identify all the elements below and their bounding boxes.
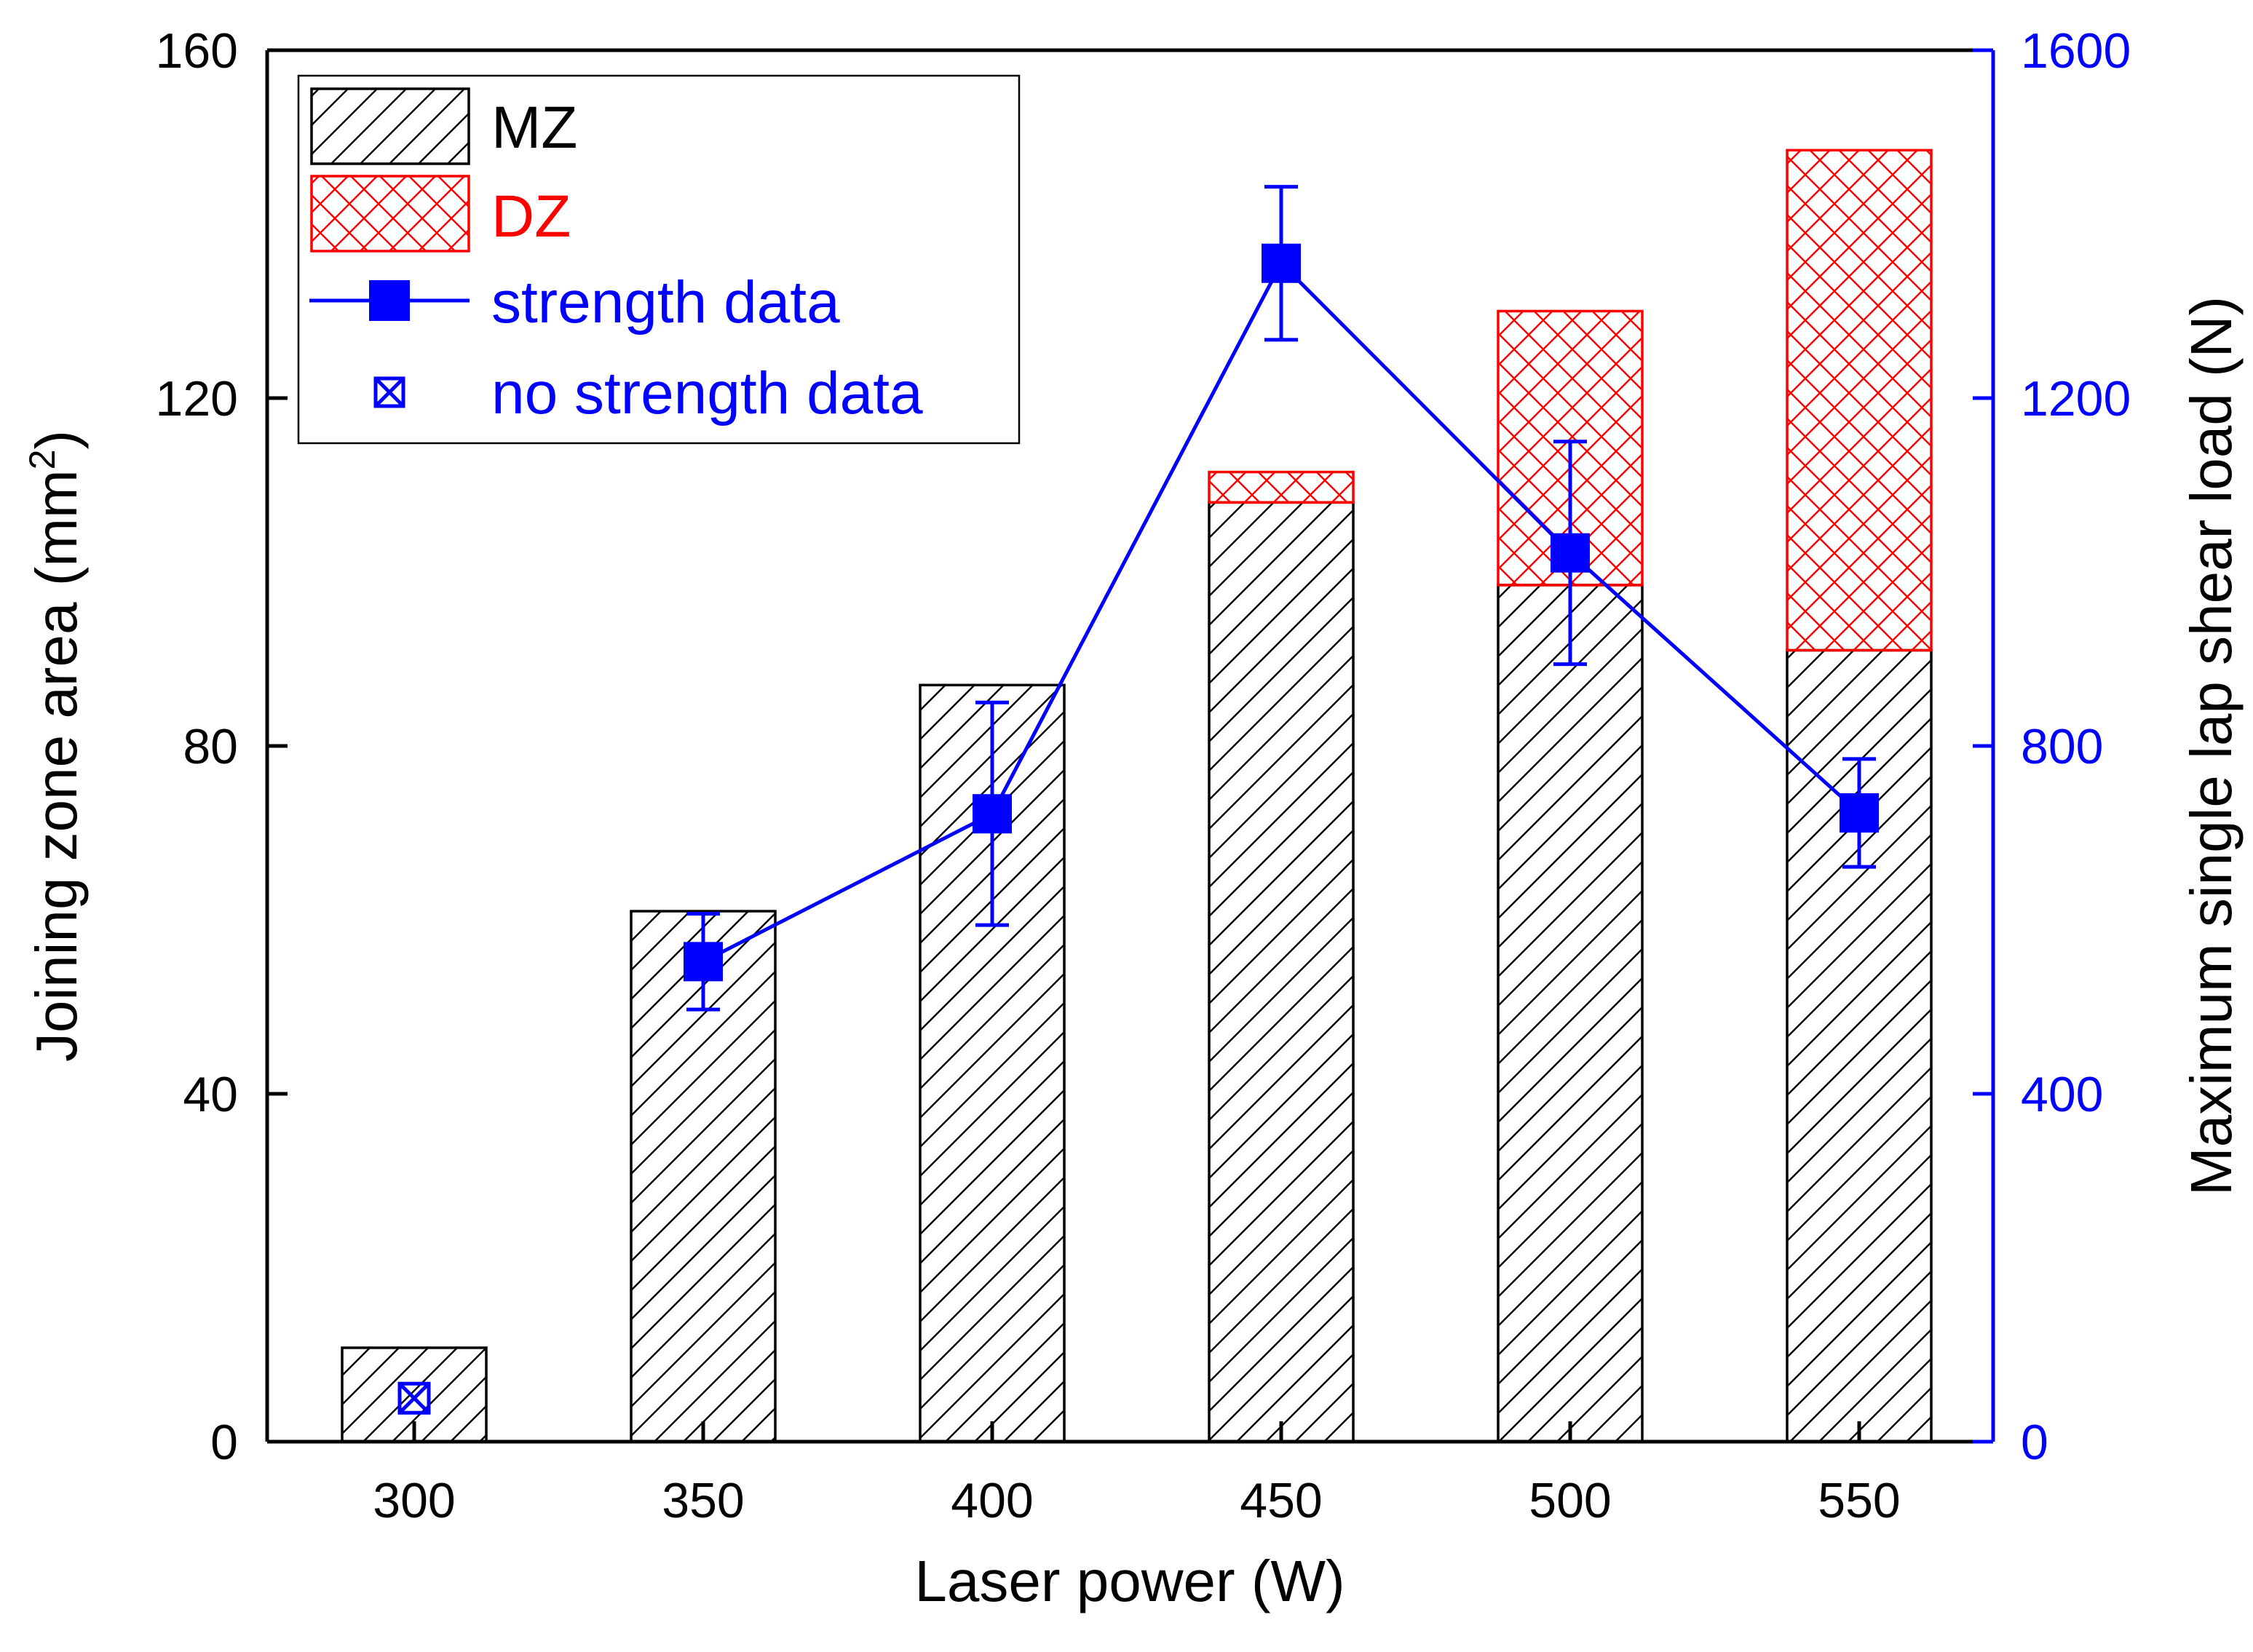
y-right-tick-label-800: 800 [2021,719,2103,774]
y-right-axis-title: Maximum single lap shear load (N) [2179,296,2244,1196]
strength-marker-450 [1262,243,1301,283]
x-tick-label-500: 500 [1529,1473,1611,1528]
no-strength-marker-cross2-300 [398,1382,430,1415]
bar-dz-550 [1786,148,1933,652]
bar-mz-500 [1497,584,1644,1443]
legend-marker-no-strength-cross2 [374,377,405,408]
legend: MZ DZ strength data no strength data [297,74,1021,445]
strength-marker-400 [973,794,1012,834]
bar-dz-450 [1208,470,1355,504]
y-right-tick-label-0: 0 [2021,1415,2048,1470]
legend-marker-no-strength [373,376,405,408]
legend-marker-strength [369,280,410,321]
strength-marker-550 [1840,793,1879,833]
strength-marker-350 [684,942,723,982]
no-strength-marker-300 [397,1381,431,1415]
legend-label-dz: DZ [491,183,571,250]
y-left-tick-label-40: 40 [183,1067,238,1122]
legend-label-no-strength: no strength data [491,360,923,426]
x-tick-label-450: 450 [1240,1473,1322,1528]
legend-label-mz: MZ [491,95,577,161]
y-left-tick-label-160: 160 [156,23,238,79]
y-left-tick-label-120: 120 [156,371,238,426]
y-left-axis-title: Joining zone area (mm2) [22,430,89,1062]
x-tick-label-400: 400 [951,1473,1033,1528]
x-tick-label-550: 550 [1818,1473,1900,1528]
x-tick-label-300: 300 [373,1473,455,1528]
y-right-tick-label-1600: 1600 [2021,23,2131,79]
x-tick-label-350: 350 [662,1473,744,1528]
y-right-tick-label-1200: 1200 [2021,371,2131,426]
x-axis-title: Laser power (W) [914,1549,1345,1613]
legend-swatch-mz [310,87,470,165]
y-left-tick-label-0: 0 [210,1415,238,1470]
strength-marker-500 [1551,533,1590,573]
bars-layer [341,148,1933,1443]
strength-layer [397,185,1879,1415]
legend-swatch-dz [310,175,470,253]
y-left-tick-label-80: 80 [183,719,238,774]
legend-label-strength: strength data [491,269,840,335]
bar-mz-450 [1208,501,1355,1443]
y-right-tick-label-400: 400 [2021,1067,2103,1122]
